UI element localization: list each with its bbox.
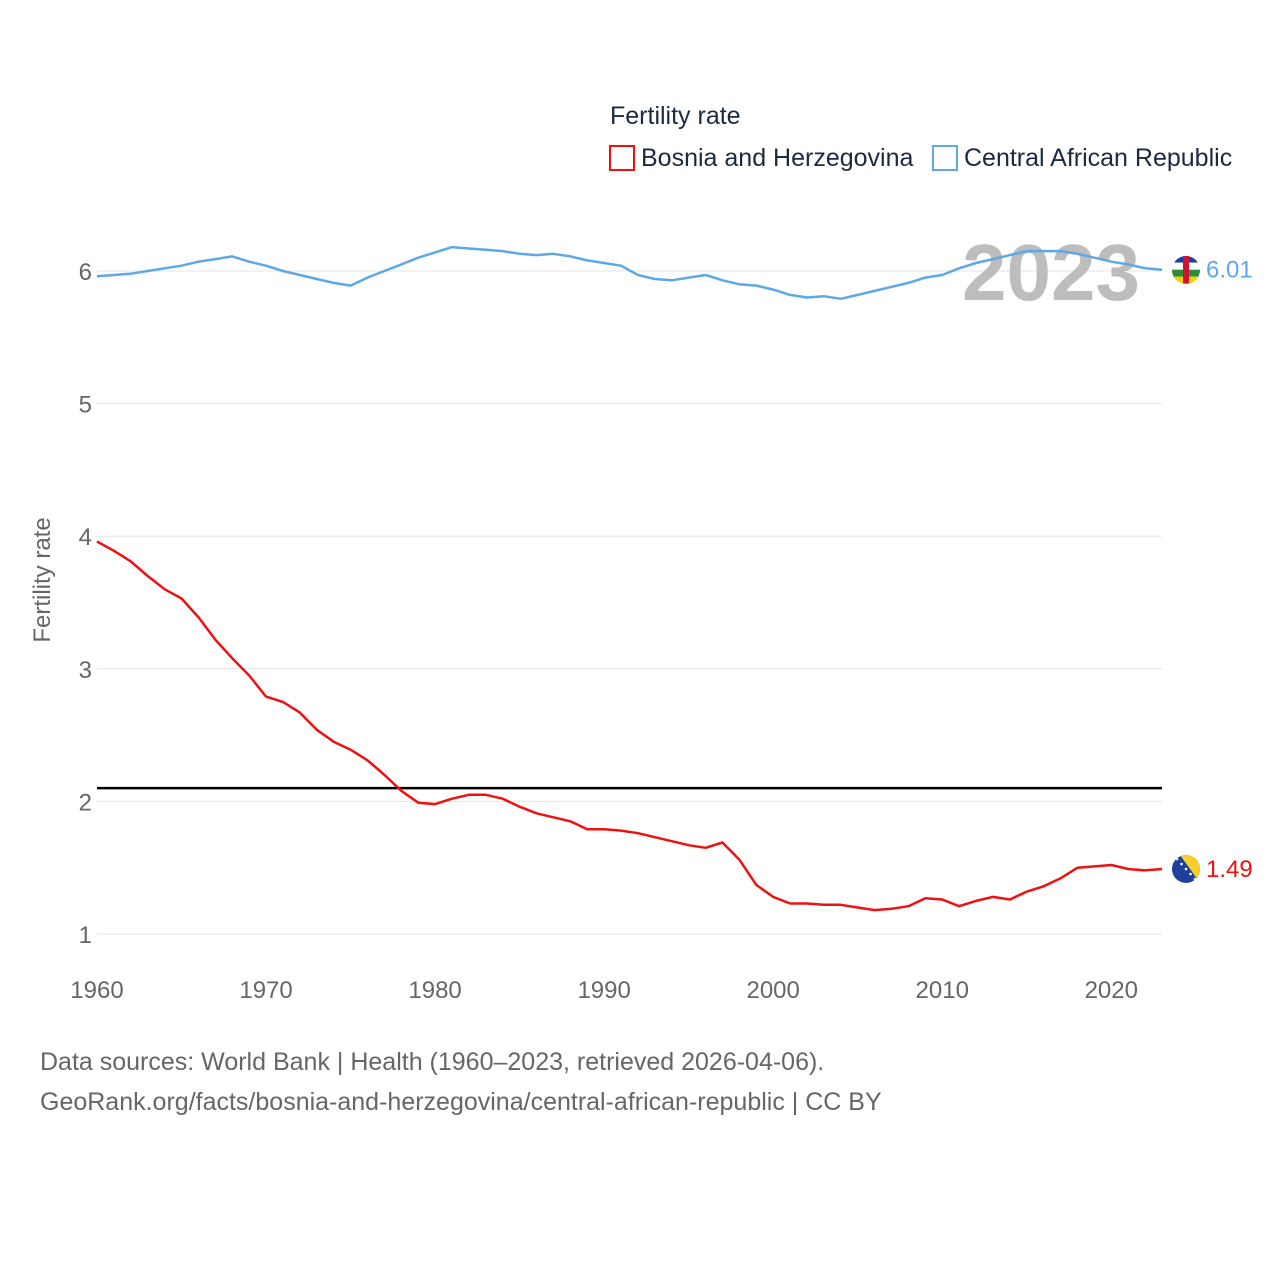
end-value-label: 1.49 xyxy=(1206,856,1253,883)
x-tick-label: 1960 xyxy=(70,977,123,1004)
attribution-line[interactable]: GeoRank.org/facts/bosnia-and-herzegovina… xyxy=(40,1088,882,1116)
x-tick-label: 2020 xyxy=(1085,977,1138,1004)
legend-label-bosnia: Bosnia and Herzegovina xyxy=(641,144,913,172)
legend-swatch-bosnia xyxy=(609,145,635,171)
y-tick-label: 5 xyxy=(79,392,92,419)
legend-item-bosnia[interactable]: Bosnia and Herzegovina xyxy=(609,144,913,172)
end-value-label: 6.01 xyxy=(1206,257,1253,284)
y-tick-label: 2 xyxy=(79,789,92,816)
fertility-rate-chart: 1 2 3 4 5 6 1960 1970 1980 1990 2000 2010 2020 Fert… xyxy=(29,102,1253,1004)
y-axis-title: Fertility rate xyxy=(29,517,56,642)
series-lines xyxy=(96,245,1163,912)
y-tick-label: 3 xyxy=(79,657,92,684)
legend-item-central-african-republic[interactable]: Central African Republic xyxy=(932,144,1232,172)
data-sources: Data sources: World Bank | Health (1960–… xyxy=(40,1042,882,1122)
x-tick-label: 1990 xyxy=(577,977,630,1004)
y-tick-label: 1 xyxy=(79,922,92,949)
legend-title: Fertility rate xyxy=(610,102,741,130)
year-watermark: 2023 xyxy=(962,228,1140,317)
x-tick-label: 2010 xyxy=(916,977,969,1004)
x-tick-label: 2000 xyxy=(746,977,799,1004)
series-line-central-african-republic[interactable] xyxy=(96,245,1163,301)
source-line: Data sources: World Bank | Health (1960–… xyxy=(40,1048,825,1076)
end-labels: 1.49 6.01 xyxy=(1172,256,1253,883)
y-tick-label: 6 xyxy=(79,259,92,286)
x-axis-ticks: 1960 1970 1980 1990 2000 2010 2020 xyxy=(70,977,1138,1004)
y-tick-label: 4 xyxy=(79,524,92,551)
series-line-bosnia[interactable] xyxy=(96,540,1163,912)
legend: Fertility rate Bosnia and Herzegovina Ce… xyxy=(609,102,1232,172)
legend-label-central-african-republic: Central African Republic xyxy=(964,144,1232,172)
x-tick-label: 1970 xyxy=(239,977,292,1004)
grid-lines xyxy=(97,270,1162,935)
y-axis-ticks: 1 2 3 4 5 6 xyxy=(79,259,92,949)
central-african-republic-flag-icon xyxy=(1172,256,1200,284)
legend-swatch-central-african-republic xyxy=(932,145,958,171)
bosnia-and-herzegovina-flag-icon xyxy=(1172,855,1200,883)
x-tick-label: 1980 xyxy=(408,977,461,1004)
